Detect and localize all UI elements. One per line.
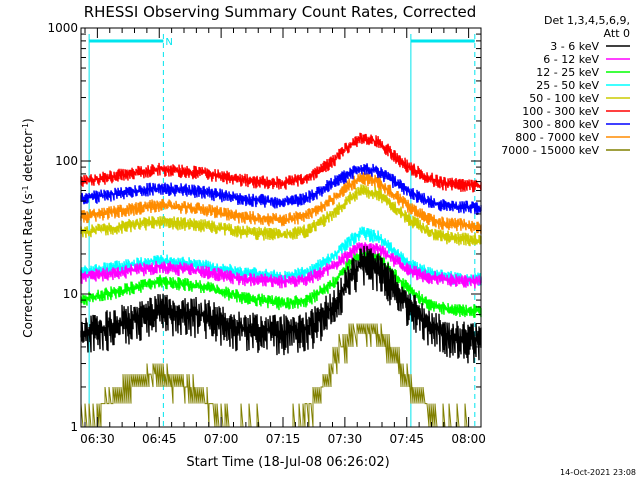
legend-header-line-2: Att 0 <box>604 27 630 40</box>
x-tick-label: 07:30 <box>328 432 363 446</box>
flag-label: N <box>165 37 172 48</box>
y-axis-label: Corrected Count Rate (s-1 detector-1) <box>21 118 36 337</box>
series-50-100-kev <box>80 184 482 247</box>
x-axis-label: Start Time (18-Jul-08 06:26:02) <box>186 455 389 470</box>
y-axis: 1 10 100 1000 <box>47 21 481 434</box>
series-trace <box>80 132 482 193</box>
y-axis-label-mid: detector <box>21 131 35 186</box>
y-tick-label: 1000 <box>47 21 78 35</box>
legend-label: 100 - 300 keV <box>522 105 599 118</box>
series-trace <box>80 163 482 216</box>
legend-label: 12 - 25 keV <box>536 66 599 79</box>
plot-area: N <box>80 34 482 428</box>
x-axis: 06:30 06:45 07:00 07:15 07:30 07:45 08:00 <box>80 28 486 446</box>
y-axis-label-end: ) <box>21 118 35 123</box>
legend-label: 25 - 50 keV <box>536 79 599 92</box>
plot-frame <box>80 27 482 428</box>
x-tick-label: 07:00 <box>204 432 239 446</box>
legend-header-line-1: Det 1,3,4,5,6,9, <box>544 14 630 27</box>
series-100-300-kev <box>80 132 482 193</box>
legend-label: 300 - 800 keV <box>522 118 599 131</box>
x-tick-label: 06:45 <box>142 432 177 446</box>
y-tick-label: 1 <box>70 420 78 434</box>
x-tick-label: 07:45 <box>389 432 424 446</box>
legend-label: 50 - 100 keV <box>529 92 599 105</box>
legend-label: 3 - 6 keV <box>550 40 599 53</box>
y-axis-label-main: Corrected Count Rate (s <box>21 193 35 337</box>
legend-label: 7000 - 15000 keV <box>501 144 599 157</box>
series-300-800-kev <box>80 163 482 216</box>
y-tick-label: 100 <box>55 154 78 168</box>
chart-title: RHESSI Observing Summary Count Rates, Co… <box>84 3 477 21</box>
y-axis-label-sup1: -1 <box>21 185 30 193</box>
x-tick-label: 07:15 <box>266 432 301 446</box>
x-tick-label: 06:30 <box>80 432 115 446</box>
footer-timestamp: 14-Oct-2021 23:08 <box>560 468 636 477</box>
y-axis-label-sup2: -1 <box>21 123 30 131</box>
series-3-6-kev <box>80 245 482 364</box>
series-6-12-kev <box>80 242 482 289</box>
series-800-7000-kev <box>80 172 482 234</box>
x-tick-label: 08:00 <box>451 432 486 446</box>
series-trace <box>80 245 482 364</box>
legend-label: 6 - 12 keV <box>543 53 599 66</box>
series-trace <box>80 172 482 234</box>
series-trace <box>80 242 482 289</box>
y-tick-label: 10 <box>63 287 78 301</box>
legend-label: 800 - 7000 keV <box>515 131 599 144</box>
series-trace <box>80 184 482 247</box>
